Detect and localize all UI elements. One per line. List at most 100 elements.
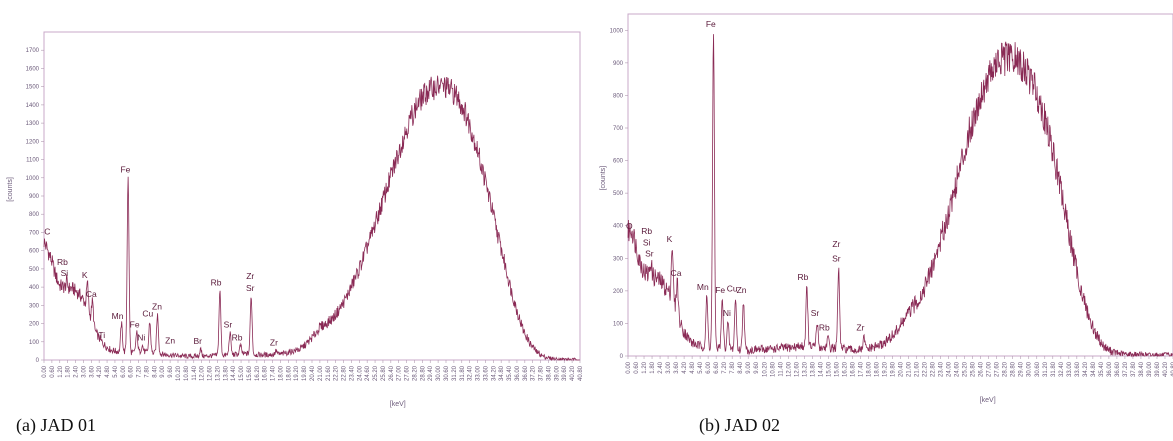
- x-tick-label: 37.20: [531, 365, 537, 381]
- x-tick-label: 30.00: [1027, 361, 1033, 377]
- x-tick-label: 37.20: [1123, 361, 1129, 377]
- x-tick-label: 5.40: [113, 365, 119, 377]
- peak-label-k: K: [82, 270, 88, 280]
- x-tick-label: 36.00: [1107, 361, 1113, 377]
- x-tick-label: 3.60: [674, 361, 680, 373]
- y-tick-label: 200: [29, 322, 40, 328]
- x-tick-label: 0.00: [42, 365, 48, 377]
- x-tick-label: 26.40: [389, 365, 395, 381]
- x-tick-label: 7.20: [722, 361, 728, 373]
- x-tick-label: 19.80: [302, 365, 308, 381]
- x-tick-label: 30.00: [436, 365, 442, 381]
- x-tick-label: 10.20: [762, 361, 768, 377]
- x-tick-label: 2.40: [74, 365, 80, 377]
- x-tick-label: 14.40: [818, 361, 824, 377]
- x-tick-label: 13.80: [223, 365, 229, 381]
- x-tick-label: 0.60: [634, 361, 640, 373]
- x-tick-label: 6.00: [121, 365, 127, 377]
- peak-label-rb: Rb: [57, 257, 68, 267]
- x-tick-label: 25.20: [373, 365, 379, 381]
- peak-label-ti: Ti: [98, 330, 105, 340]
- x-tick-label: 25.20: [963, 361, 969, 377]
- x-tick-label: 32.40: [468, 365, 474, 381]
- x-tick-label: 18.00: [278, 365, 284, 381]
- peak-label-ni: Ni: [723, 308, 731, 318]
- spectrum-line: [627, 34, 1173, 358]
- x-tick-label: 27.60: [405, 365, 411, 381]
- x-tick-label: 19.20: [882, 361, 888, 377]
- x-tick-label: 25.80: [971, 361, 977, 377]
- plot-frame: [43, 31, 581, 361]
- x-tick-label: 34.20: [491, 365, 497, 381]
- y-tick-label: 1700: [26, 48, 40, 54]
- x-tick-label: 9.60: [754, 361, 760, 373]
- x-tick-label: 28.80: [1011, 361, 1017, 377]
- x-tick-label: 30.60: [1035, 361, 1041, 377]
- x-tick-label: 40.20: [1163, 361, 1169, 377]
- y-axis-label: [counts]: [600, 166, 607, 191]
- x-tick-label: 39.60: [1155, 361, 1161, 377]
- peak-label-ca: Ca: [671, 268, 682, 278]
- x-tick-label: 0.00: [626, 361, 632, 373]
- x-tick-label: 28.20: [1003, 361, 1009, 377]
- x-tick-label: 22.20: [923, 361, 929, 377]
- peak-label-br: Br: [193, 336, 202, 346]
- peak-label-zn: Zn: [165, 336, 175, 346]
- x-tick-label: 19.20: [294, 365, 300, 381]
- y-tick-label: 1000: [610, 28, 624, 34]
- x-tick-label: 24.60: [365, 365, 371, 381]
- y-tick-label: 1300: [26, 121, 40, 127]
- x-tick-label: 7.20: [137, 365, 143, 377]
- x-tick-label: 7.80: [144, 365, 150, 377]
- x-tick-label: 26.40: [979, 361, 985, 377]
- x-tick-label: 12.00: [786, 361, 792, 377]
- peak-label-zr: Zr: [246, 271, 254, 281]
- peak-label-sr: Sr: [645, 249, 654, 259]
- peak-label-rb: Rb: [641, 226, 652, 236]
- peak-label-rb: Rb: [232, 332, 243, 342]
- x-tick-label: 9.60: [168, 365, 174, 377]
- x-tick-label: 4.80: [105, 365, 111, 377]
- x-tick-label: 34.80: [1091, 361, 1097, 377]
- x-tick-label: 1.80: [66, 365, 72, 377]
- y-tick-label: 900: [29, 194, 40, 200]
- y-tick-label: 0: [620, 354, 624, 360]
- y-tick-label: 300: [29, 303, 40, 309]
- x-tick-label: 4.20: [682, 361, 688, 373]
- peak-label-sr: Sr: [246, 283, 255, 293]
- x-tick-label: 10.80: [770, 361, 776, 377]
- x-tick-label: 28.80: [420, 365, 426, 381]
- caption-jad01: (a) JAD 01: [16, 415, 96, 435]
- peak-label-mn: Mn: [112, 311, 124, 321]
- x-tick-label: 27.00: [987, 361, 993, 377]
- x-tick-label: 22.80: [342, 365, 348, 381]
- x-tick-label: 28.20: [412, 365, 418, 381]
- y-tick-label: 700: [613, 126, 624, 132]
- x-tick-label: 24.60: [955, 361, 961, 377]
- y-tick-label: 200: [613, 289, 624, 295]
- peak-label-fe: Fe: [130, 320, 140, 330]
- x-tick-label: 24.00: [357, 365, 363, 381]
- peak-label-cu: Cu: [727, 284, 738, 294]
- x-tick-label: 11.40: [192, 365, 198, 380]
- y-tick-label: 100: [29, 340, 40, 346]
- x-tick-label: 3.00: [666, 361, 672, 373]
- x-tick-label: 27.00: [397, 365, 403, 381]
- y-tick-label: 100: [613, 321, 624, 327]
- spectrum-line: [43, 75, 580, 362]
- peak-label-fe: Fe: [706, 19, 716, 29]
- x-tick-label: 33.60: [1075, 361, 1081, 377]
- x-tick-label: 16.80: [850, 361, 856, 377]
- x-tick-label: 7.80: [730, 361, 736, 373]
- x-tick-label: 8.40: [152, 365, 158, 377]
- x-tick-label: 40.20: [570, 365, 576, 381]
- x-tick-label: 31.20: [1043, 361, 1049, 377]
- x-tick-label: 15.00: [826, 361, 832, 377]
- y-tick-label: 500: [29, 267, 40, 273]
- x-tick-label: 31.20: [452, 365, 458, 381]
- x-tick-label: 30.60: [444, 365, 450, 381]
- x-tick-label: 36.00: [515, 365, 521, 381]
- x-tick-label: 16.20: [255, 365, 261, 381]
- x-tick-label: 38.40: [1139, 361, 1145, 377]
- y-tick-label: 500: [613, 191, 624, 197]
